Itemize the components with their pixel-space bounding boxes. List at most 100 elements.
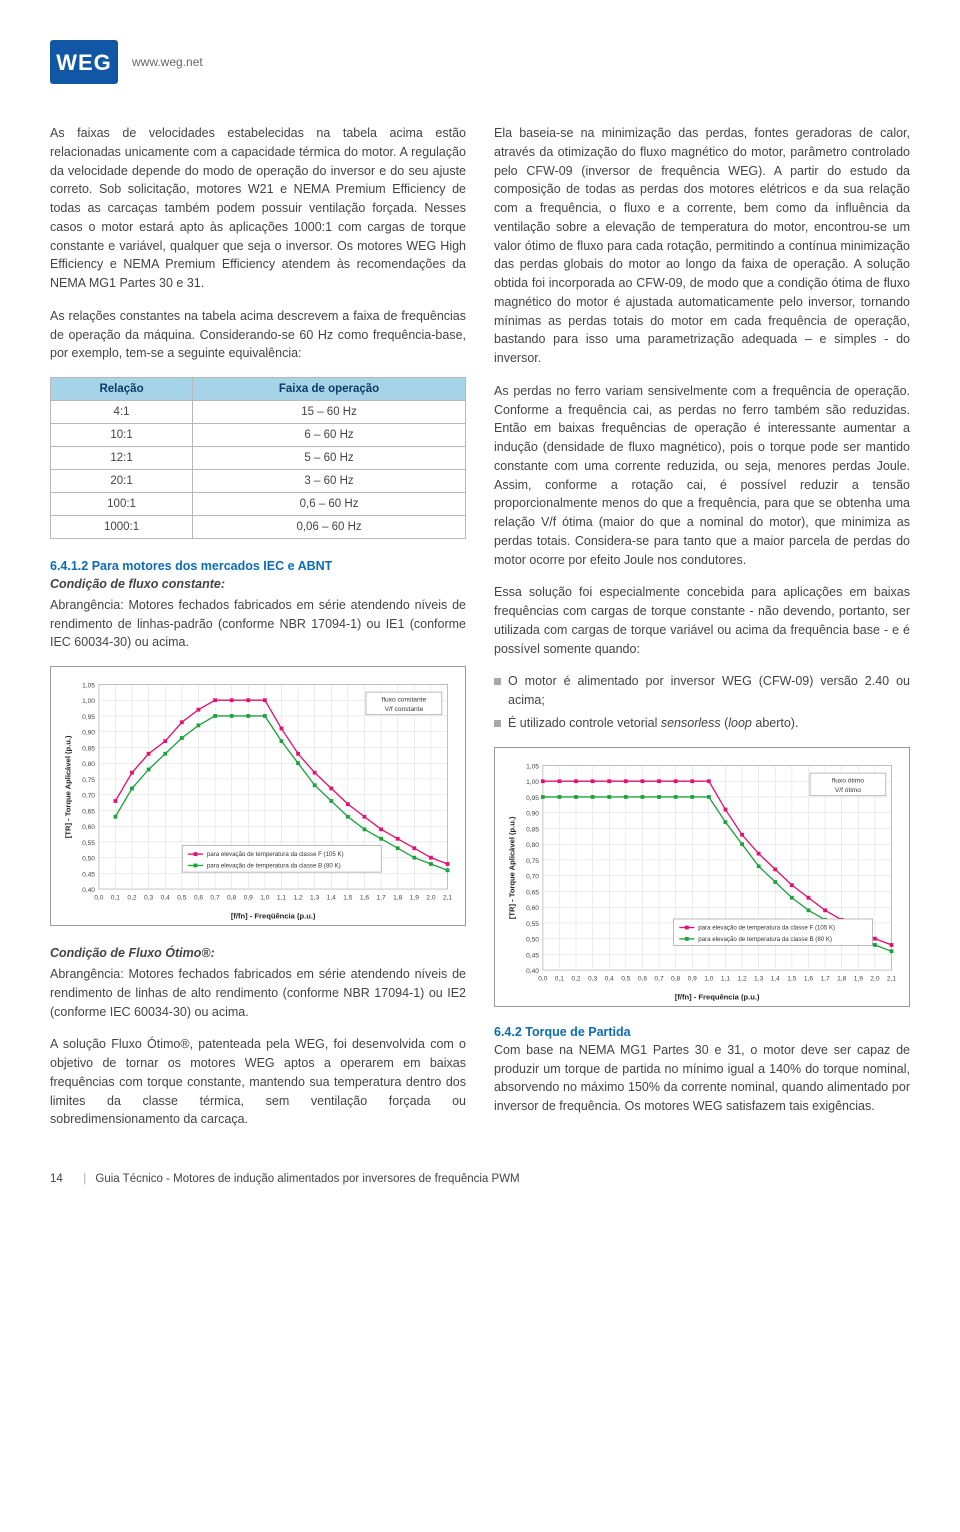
svg-text:0,90: 0,90 [526,810,539,817]
table-row: 20:13 – 60 Hz [51,470,466,493]
svg-text:0,0: 0,0 [94,895,104,902]
left-column: As faixas de velocidades estabelecidas n… [50,124,466,1143]
svg-text:0,6: 0,6 [194,895,204,902]
svg-text:1,5: 1,5 [787,975,797,982]
page-footer: 14 | Guia Técnico - Motores de indução a… [50,1173,910,1185]
svg-text:[TR] - Torque Aplicável (p.u.): [TR] - Torque Aplicável (p.u.) [63,735,72,838]
svg-text:V/f constante: V/f constante [385,706,424,713]
header-url: www.weg.net [132,55,203,69]
right-p3: Essa solução foi especialmente concebida… [494,583,910,658]
svg-text:2,1: 2,1 [443,895,453,902]
table-row: 10:16 – 60 Hz [51,424,466,447]
svg-text:1,7: 1,7 [820,975,830,982]
svg-text:0,45: 0,45 [82,871,95,878]
svg-text:0,50: 0,50 [82,856,95,863]
svg-text:1,1: 1,1 [277,895,287,902]
svg-text:para elevação de temperatura d: para elevação de temperatura da classe F… [207,851,344,858]
svg-text:0,65: 0,65 [526,889,539,896]
svg-text:1,8: 1,8 [837,975,847,982]
svg-text:1,9: 1,9 [410,895,420,902]
svg-text:1,3: 1,3 [310,895,320,902]
svg-text:0,75: 0,75 [82,777,95,784]
svg-text:0,55: 0,55 [82,840,95,847]
svg-text:0,85: 0,85 [82,745,95,752]
svg-text:1,2: 1,2 [293,895,303,902]
svg-text:0,75: 0,75 [526,857,539,864]
svg-text:1,00: 1,00 [82,698,95,705]
relation-table: RelaçãoFaixa de operação 4:115 – 60 Hz10… [50,377,466,539]
table-row: 1000:10,06 – 60 Hz [51,516,466,539]
right-column: Ela baseia-se na minimização das perdas,… [494,124,910,1143]
svg-text:0,9: 0,9 [688,975,698,982]
svg-text:0,4: 0,4 [605,975,615,982]
svg-text:1,6: 1,6 [360,895,370,902]
svg-text:0,95: 0,95 [526,794,539,801]
svg-text:fluxo constante: fluxo constante [382,697,427,704]
svg-text:1,3: 1,3 [754,975,764,982]
footer-title: Guia Técnico - Motores de indução alimen… [95,1173,519,1185]
svg-text:para elevação de temperatura d: para elevação de temperatura da classe B… [698,935,832,942]
section-642: 6.4.2 Torque de Partida [494,1025,910,1039]
svg-text:0,7: 0,7 [654,975,664,982]
table-header: Faixa de operação [193,378,466,401]
svg-text:[TR] - Torque Aplicável (p.u.): [TR] - Torque Aplicável (p.u.) [507,815,516,918]
svg-text:WEG: WEG [56,50,112,75]
svg-text:0,80: 0,80 [526,842,539,849]
svg-text:1,0: 1,0 [704,975,714,982]
svg-text:1,4: 1,4 [771,975,781,982]
left-p3: Abrangência: Motores fechados fabricados… [50,596,466,652]
svg-text:0,45: 0,45 [526,952,539,959]
bullet-1: O motor é alimentado por inversor WEG (C… [494,672,910,710]
svg-text:1,9: 1,9 [854,975,864,982]
table-row: 100:10,6 – 60 Hz [51,493,466,516]
svg-text:0,7: 0,7 [210,895,220,902]
svg-text:para elevação de temperatura d: para elevação de temperatura da classe B… [207,862,341,869]
svg-text:1,2: 1,2 [737,975,747,982]
table-row: 4:115 – 60 Hz [51,401,466,424]
svg-text:0,65: 0,65 [82,808,95,815]
svg-text:0,40: 0,40 [82,887,95,894]
svg-text:2,0: 2,0 [426,895,436,902]
svg-text:1,1: 1,1 [721,975,731,982]
svg-text:1,0: 1,0 [260,895,270,902]
svg-text:2,1: 2,1 [887,975,897,982]
left-p1: As faixas de velocidades estabelecidas n… [50,124,466,293]
svg-text:1,05: 1,05 [82,682,95,689]
svg-text:0,2: 0,2 [127,895,137,902]
svg-text:0,95: 0,95 [82,714,95,721]
svg-text:0,9: 0,9 [244,895,254,902]
page-number: 14 [50,1173,74,1185]
page-header: WEG www.weg.net [50,40,910,84]
right-p2: As perdas no ferro variam sensivelmente … [494,382,910,570]
svg-text:[f/fn] - Frequência (p.u.): [f/fn] - Frequência (p.u.) [675,992,760,1001]
svg-text:0,70: 0,70 [526,873,539,880]
svg-text:0,1: 0,1 [111,895,121,902]
svg-text:0,55: 0,55 [526,920,539,927]
bullet-2: É utilizado controle vetorial sensorless… [494,714,910,733]
svg-text:0,50: 0,50 [526,936,539,943]
svg-text:0,5: 0,5 [177,895,187,902]
svg-text:0,8: 0,8 [227,895,237,902]
svg-text:2,0: 2,0 [870,975,880,982]
svg-text:[f/fn] - Freqüência (p.u.): [f/fn] - Freqüência (p.u.) [231,912,316,921]
svg-text:1,8: 1,8 [393,895,403,902]
svg-text:0,3: 0,3 [588,975,598,982]
chart-fluxo-otimo: 0,400,450,500,550,600,650,700,750,800,85… [494,747,910,1007]
weg-logo: WEG [50,40,118,84]
svg-text:0,60: 0,60 [526,905,539,912]
svg-text:0,90: 0,90 [82,730,95,737]
svg-text:0,5: 0,5 [621,975,631,982]
svg-text:1,5: 1,5 [343,895,353,902]
left-p4: Abrangência: Motores fechados fabricados… [50,965,466,1021]
svg-text:0,1: 0,1 [555,975,565,982]
svg-text:0,2: 0,2 [571,975,581,982]
svg-text:0,4: 0,4 [161,895,171,902]
svg-text:para elevação de temperatura d: para elevação de temperatura da classe F… [698,924,835,931]
section-6412: 6.4.1.2 Para motores dos mercados IEC e … [50,559,466,573]
svg-text:0,40: 0,40 [526,967,539,974]
right-bullets: O motor é alimentado por inversor WEG (C… [494,672,910,732]
svg-text:V/f ótimo: V/f ótimo [835,787,861,794]
cond-fluxo-const: Condição de fluxo constante: [50,575,466,594]
svg-text:1,7: 1,7 [376,895,386,902]
svg-text:0,3: 0,3 [144,895,154,902]
